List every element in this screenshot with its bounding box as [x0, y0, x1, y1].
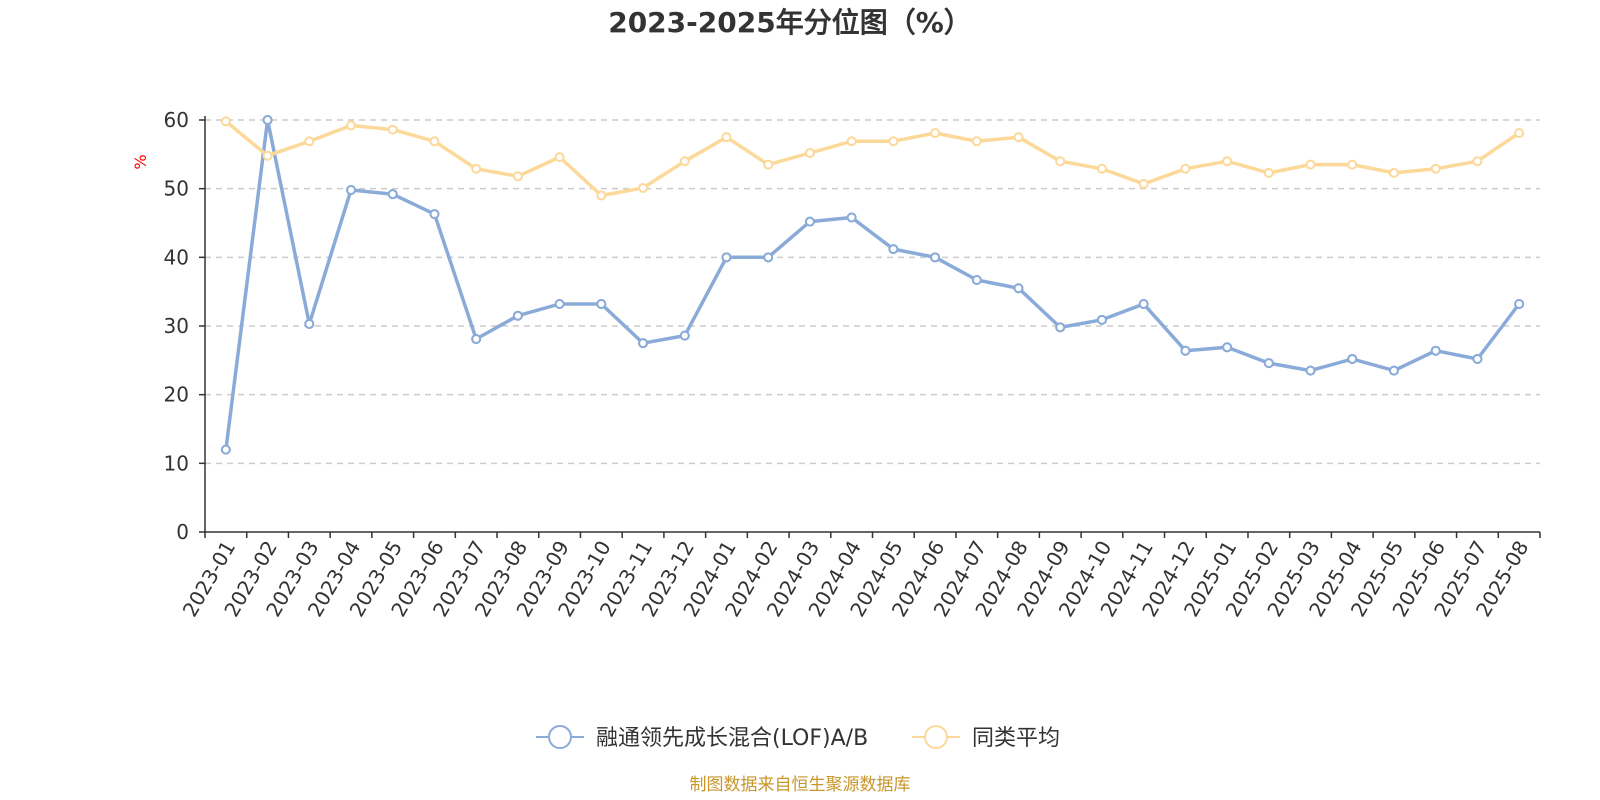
data-point — [1222, 156, 1233, 167]
data-point — [1430, 163, 1441, 174]
data-point — [1013, 283, 1024, 294]
data-point — [220, 444, 231, 455]
data-point — [930, 128, 941, 139]
data-point — [512, 310, 523, 321]
data-point — [1096, 314, 1107, 325]
y-tick-label: 10 — [164, 451, 189, 475]
data-point — [804, 216, 815, 227]
data-point — [1472, 353, 1483, 364]
data-point — [679, 156, 690, 167]
data-point — [304, 136, 315, 147]
data-point — [1514, 128, 1525, 139]
data-point — [429, 136, 440, 147]
data-point — [1263, 167, 1274, 178]
data-point — [1305, 159, 1316, 170]
series-line-1 — [224, 120, 1521, 198]
data-point — [554, 299, 565, 310]
data-point — [596, 190, 607, 201]
data-point — [1138, 178, 1149, 189]
data-point — [1013, 132, 1024, 143]
y-tick-label: 60 — [164, 108, 189, 132]
data-point — [1514, 299, 1525, 310]
data-point — [1138, 299, 1149, 310]
data-point — [763, 252, 774, 263]
legend-label: 同类平均 — [972, 726, 1060, 751]
y-tick-label: 0 — [176, 520, 189, 544]
data-point — [1347, 159, 1358, 170]
legend-label: 融通领先成长混合(LOF)A/B — [596, 726, 868, 751]
data-point — [262, 115, 273, 125]
y-axis-unit-label: % — [131, 154, 150, 169]
data-point — [346, 120, 357, 131]
data-point — [304, 318, 315, 329]
data-point — [512, 171, 523, 182]
data-point — [804, 147, 815, 158]
data-point — [1347, 353, 1358, 364]
data-point — [1222, 342, 1233, 353]
y-tick-label: 20 — [164, 383, 189, 407]
data-point — [1472, 156, 1483, 167]
data-point — [971, 136, 982, 147]
data-point — [471, 334, 482, 345]
series-line-0 — [224, 118, 1521, 450]
grid-lines — [205, 119, 1540, 465]
y-tick-label: 40 — [164, 245, 189, 269]
data-point — [1055, 156, 1066, 167]
data-point — [220, 116, 231, 127]
data-point — [1263, 358, 1274, 369]
data-point — [1388, 167, 1399, 178]
data-point — [1180, 163, 1191, 174]
series-layer — [220, 115, 1525, 455]
data-point — [638, 338, 649, 349]
data-point — [846, 212, 857, 223]
data-point — [846, 136, 857, 147]
legend-marker — [548, 725, 572, 749]
data-point — [1096, 163, 1107, 174]
data-point — [387, 124, 398, 135]
data-point — [554, 152, 565, 163]
data-point — [638, 182, 649, 193]
data-point — [1180, 345, 1191, 356]
data-point — [971, 274, 982, 285]
data-point — [1055, 322, 1066, 333]
data-point — [429, 209, 440, 220]
data-point — [1305, 365, 1316, 376]
data-point — [346, 185, 357, 196]
legend-marker — [924, 725, 948, 749]
data-point — [1388, 365, 1399, 376]
data-point — [1430, 345, 1441, 356]
data-point — [596, 299, 607, 310]
legend: 融通领先成长混合(LOF)A/B 同类平均 — [536, 725, 1060, 751]
data-point — [679, 330, 690, 341]
data-point — [471, 163, 482, 174]
y-tick-label: 50 — [164, 177, 189, 201]
data-point — [262, 150, 273, 161]
data-point — [387, 189, 398, 200]
data-point — [930, 252, 941, 263]
data-point — [721, 132, 732, 143]
data-source-note: 制图数据来自恒生聚源数据库 — [690, 775, 911, 795]
y-tick-label: 30 — [164, 314, 189, 338]
data-point — [721, 252, 732, 263]
data-point — [888, 136, 899, 147]
data-point — [763, 159, 774, 170]
data-point — [888, 244, 899, 255]
chart-title: 2023-2025年分位图（%） — [608, 6, 972, 39]
